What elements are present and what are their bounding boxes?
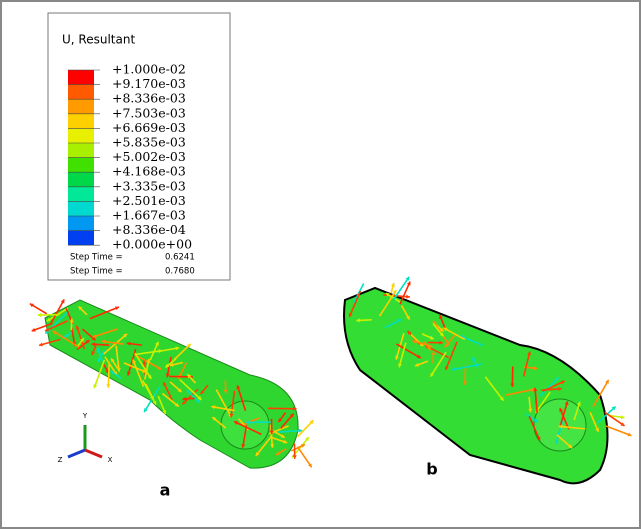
legend-swatch — [68, 128, 94, 143]
legend-label: +7.503e-03 — [112, 105, 186, 120]
legend-swatch — [68, 114, 94, 129]
legend-swatch — [68, 231, 94, 246]
triad-label: Z — [58, 456, 63, 464]
legend-swatch — [68, 158, 94, 173]
legend-label: +8.336e-04 — [112, 222, 186, 237]
legend-label: +2.501e-03 — [112, 193, 186, 208]
legend-swatch — [68, 85, 94, 100]
figure: U, Resultant +1.000e-02+9.170e-03+8.336e… — [0, 0, 641, 529]
step-time-label: Step Time = — [70, 267, 123, 277]
legend-swatch — [68, 99, 94, 114]
panel-label: a — [160, 481, 171, 500]
step-time-value: 0.6241 — [165, 253, 195, 263]
vector-arrow — [268, 408, 297, 409]
legend-label: +1.000e-02 — [112, 62, 186, 77]
legend-swatch — [68, 201, 94, 216]
legend-label: +5.002e-03 — [112, 149, 186, 164]
step-time-label: Step Time = — [70, 253, 123, 263]
legend-swatch — [68, 70, 94, 85]
legend-label: +6.669e-03 — [112, 120, 186, 135]
legend-label: +9.170e-03 — [112, 76, 186, 91]
legend-swatch — [68, 143, 94, 158]
vector-arrow — [108, 364, 109, 388]
legend-label: +1.667e-03 — [112, 208, 186, 223]
legend-swatch — [68, 187, 94, 202]
legend-label: +3.335e-03 — [112, 178, 186, 193]
triad-label: Y — [82, 412, 88, 420]
legend-label: +4.168e-03 — [112, 164, 186, 179]
step-time-value: 0.7680 — [165, 267, 195, 277]
legend-swatch — [68, 172, 94, 187]
legend-label: +0.000e+00 — [112, 237, 192, 252]
legend-label: +8.336e-03 — [112, 91, 186, 106]
triad-label: X — [108, 456, 113, 464]
legend: +1.000e-02+9.170e-03+8.336e-03+7.503e-03… — [68, 62, 195, 277]
legend-label: +5.835e-03 — [112, 135, 186, 150]
panel-label: b — [426, 460, 437, 479]
legend-swatch — [68, 216, 94, 231]
legend-title: U, Resultant — [62, 33, 135, 47]
